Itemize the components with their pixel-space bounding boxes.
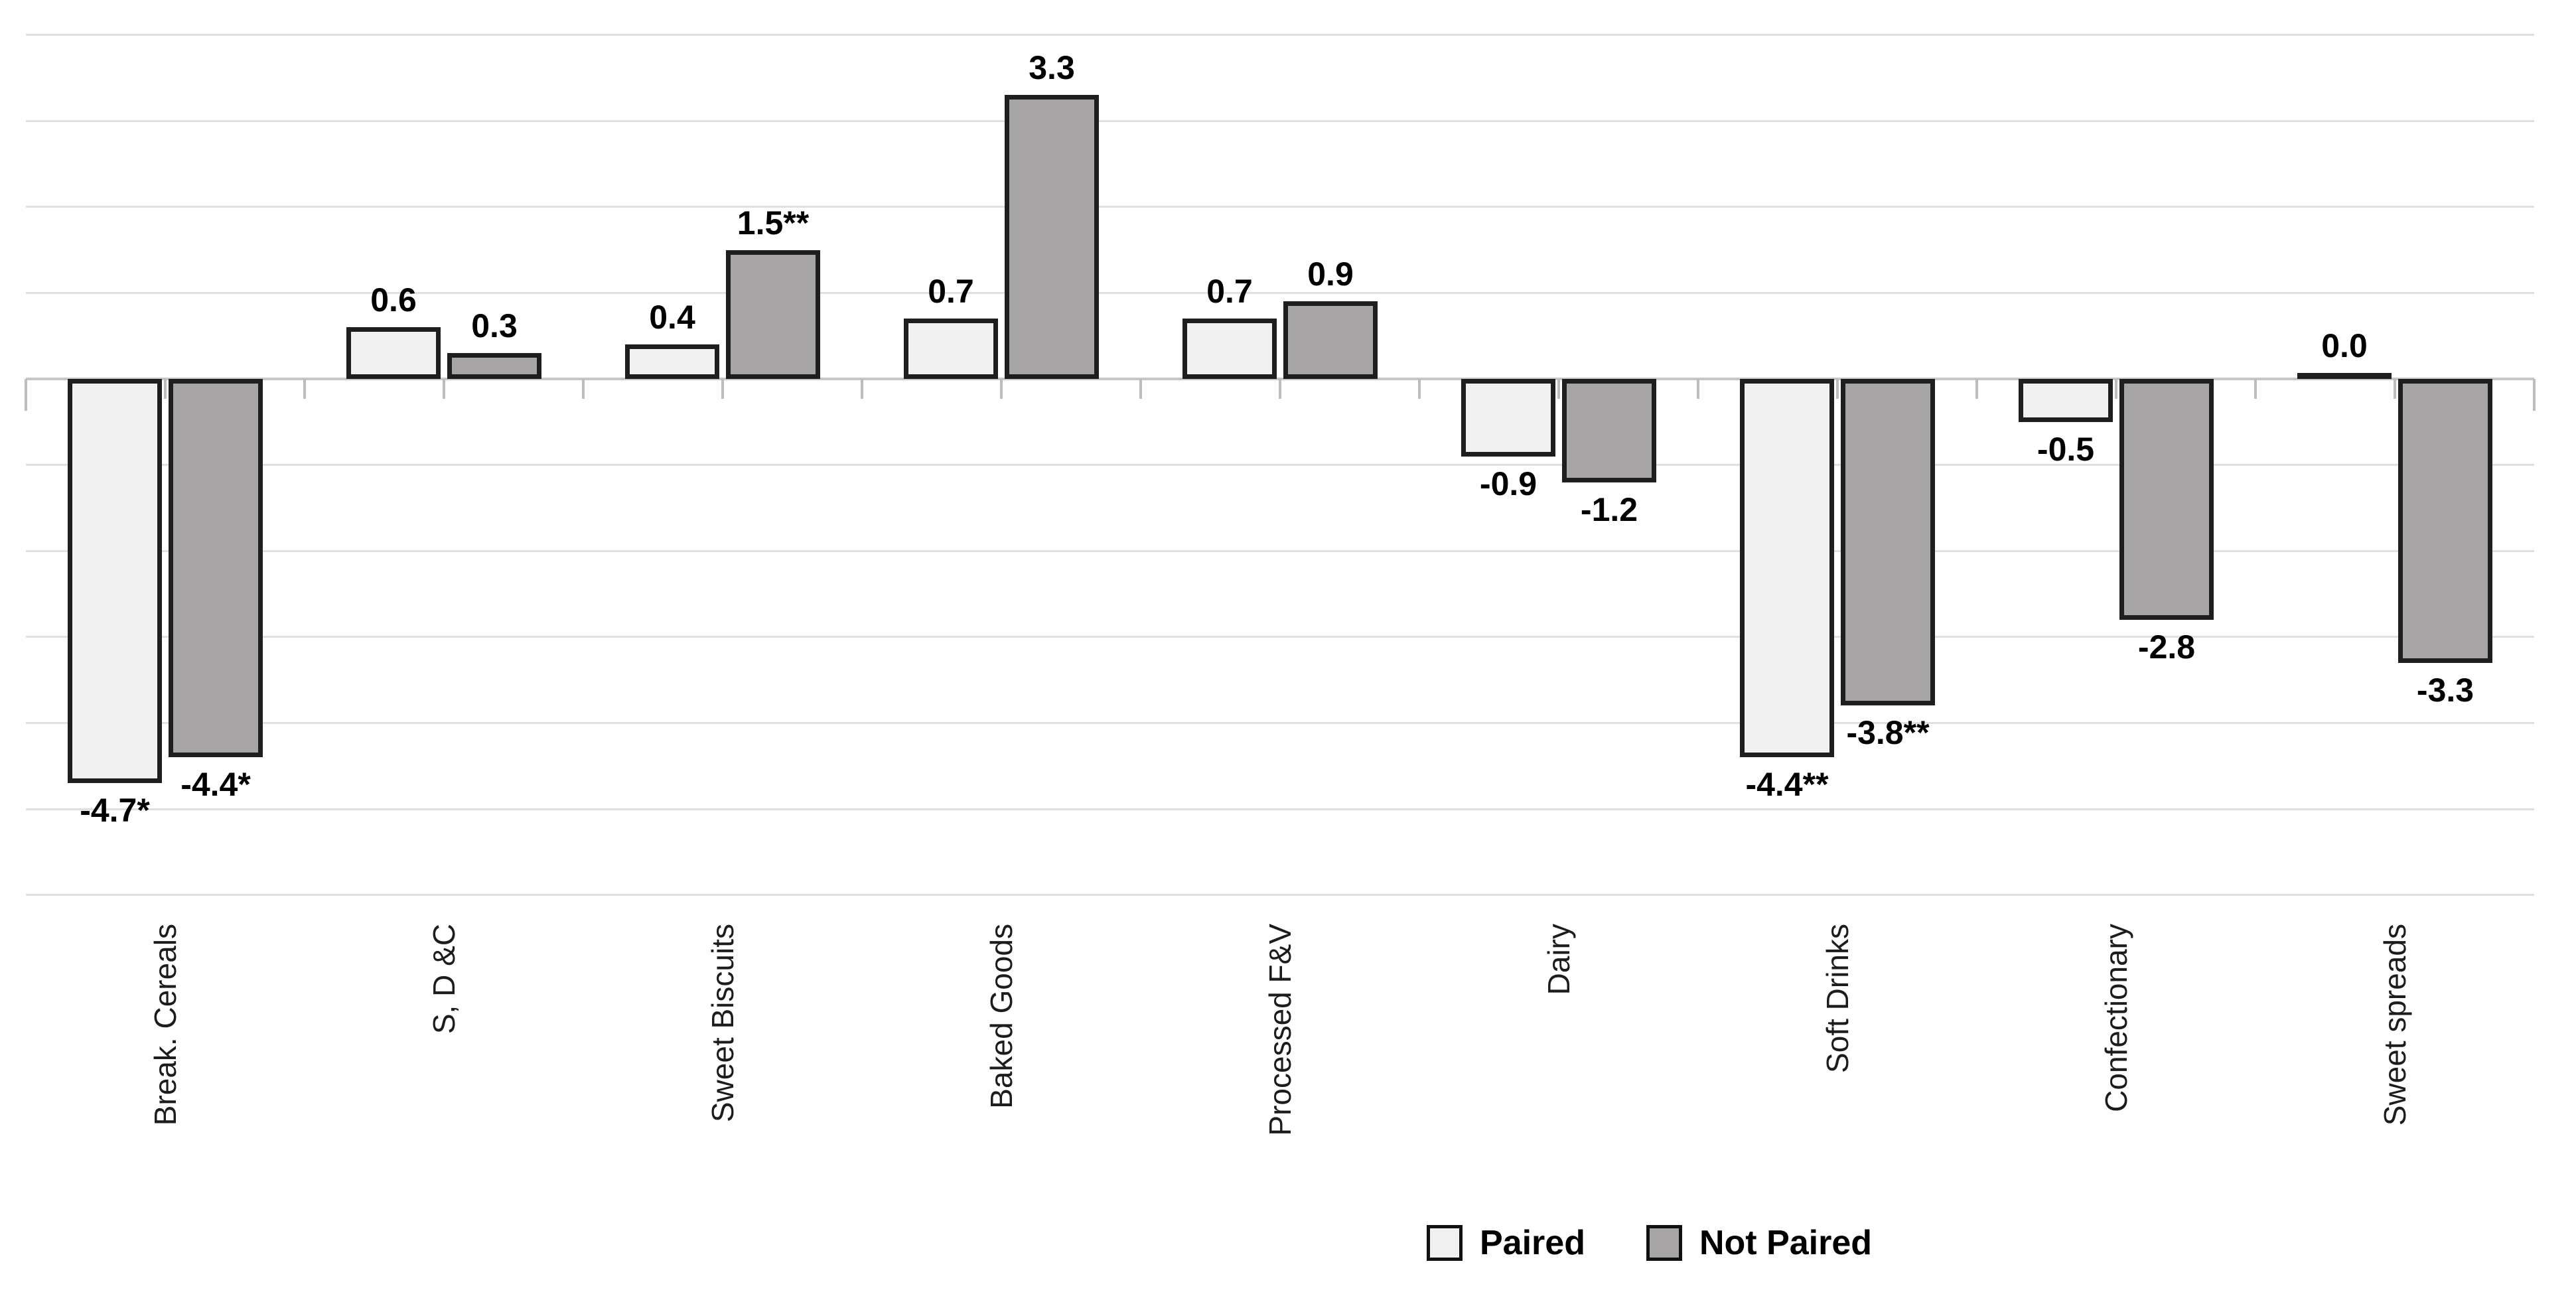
bar-paired [904, 319, 998, 379]
value-label-paired: 0.6 [370, 281, 417, 319]
gridline [26, 894, 2534, 897]
value-label-not-paired: -1.2 [1580, 490, 1638, 528]
value-label-paired: -0.9 [1479, 465, 1538, 502]
axis-tick [582, 379, 585, 399]
bar-not-paired [2119, 379, 2214, 620]
bar-paired [1182, 319, 1277, 379]
gridline [26, 34, 2534, 36]
axis-tick [2115, 379, 2117, 399]
category-label: Break. Cereals [148, 924, 182, 1126]
value-label-paired: 0.0 [2321, 327, 2368, 364]
axis-tick [1139, 379, 1142, 399]
category-label: Dairy [1541, 924, 1576, 995]
axis-tick [303, 379, 306, 399]
bar-not-paired [1005, 95, 1099, 379]
gridline [26, 119, 2534, 122]
category-label: Confectionary [2099, 924, 2133, 1112]
bar-paired [346, 327, 441, 379]
bar-not-paired [726, 250, 820, 379]
category-label: S, D &C [427, 924, 461, 1035]
value-label-not-paired: 0.9 [1307, 255, 1354, 293]
bar-not-paired [1562, 379, 1656, 482]
axis-tick [1697, 379, 1699, 399]
gridline [26, 291, 2534, 294]
bar-paired [2019, 379, 2113, 422]
axis-tick [1975, 379, 1978, 399]
legend-item-paired: Paired [1427, 1224, 1585, 1262]
value-label-paired: 0.4 [649, 299, 695, 336]
bar-paired-zero [2297, 373, 2392, 379]
axis-tick [1836, 379, 1839, 399]
bar-not-paired [2398, 379, 2492, 663]
axis-tick [443, 379, 445, 399]
axis-tick [2254, 379, 2257, 399]
value-label-not-paired: 3.3 [1029, 49, 1075, 87]
category-label: Soft Drinks [1820, 924, 1855, 1073]
legend-label-paired: Paired [1480, 1224, 1585, 1262]
value-label-paired: 0.7 [1206, 273, 1253, 311]
axis-tick [1000, 379, 1003, 399]
axis-tick [1418, 379, 1421, 399]
axis-tick [2533, 379, 2536, 411]
bar-paired [625, 344, 719, 379]
axis-tick [1279, 379, 1281, 399]
bar-not-paired [1283, 301, 1378, 379]
axis-tick [721, 379, 724, 399]
value-label-paired: 0.7 [928, 273, 974, 311]
axis-tick [861, 379, 863, 399]
gridline [26, 549, 2534, 552]
value-label-not-paired: -3.3 [2416, 671, 2474, 709]
bar-paired [1461, 379, 1555, 457]
legend: Paired Not Paired [1427, 1224, 1872, 1262]
gridline [26, 206, 2534, 208]
value-label-not-paired: 1.5** [737, 204, 810, 242]
axis-tick [2394, 379, 2396, 399]
value-label-not-paired: -4.4* [180, 766, 251, 804]
axis-tick [25, 379, 27, 411]
axis-tick [164, 379, 167, 399]
axis-tick [1557, 379, 1560, 399]
legend-swatch-paired [1427, 1225, 1463, 1261]
value-label-not-paired: -3.8** [1846, 714, 1930, 752]
value-label-paired: -4.4** [1745, 766, 1829, 804]
value-label-not-paired: 0.3 [471, 307, 518, 345]
bar-not-paired [447, 353, 541, 379]
legend-item-not-paired: Not Paired [1646, 1224, 1872, 1262]
gridline [26, 636, 2534, 638]
category-label: Sweet spreads [2378, 924, 2412, 1126]
value-label-paired: -4.7* [80, 792, 150, 830]
value-label-not-paired: -2.8 [2137, 628, 2196, 666]
bar-not-paired [1841, 379, 1935, 706]
category-label: Baked Goods [984, 924, 1019, 1109]
legend-label-not-paired: Not Paired [1699, 1224, 1873, 1262]
category-label: Processed F&V [1263, 924, 1297, 1136]
gridline [26, 464, 2534, 467]
value-label-paired: -0.5 [2037, 430, 2095, 468]
bar-not-paired [169, 379, 263, 758]
bar-paired [1740, 379, 1834, 758]
gridline [26, 721, 2534, 724]
category-label: Sweet Biscuits [705, 924, 740, 1123]
legend-swatch-not-paired [1646, 1225, 1682, 1261]
gridline [26, 808, 2534, 810]
bar-paired [68, 379, 162, 784]
